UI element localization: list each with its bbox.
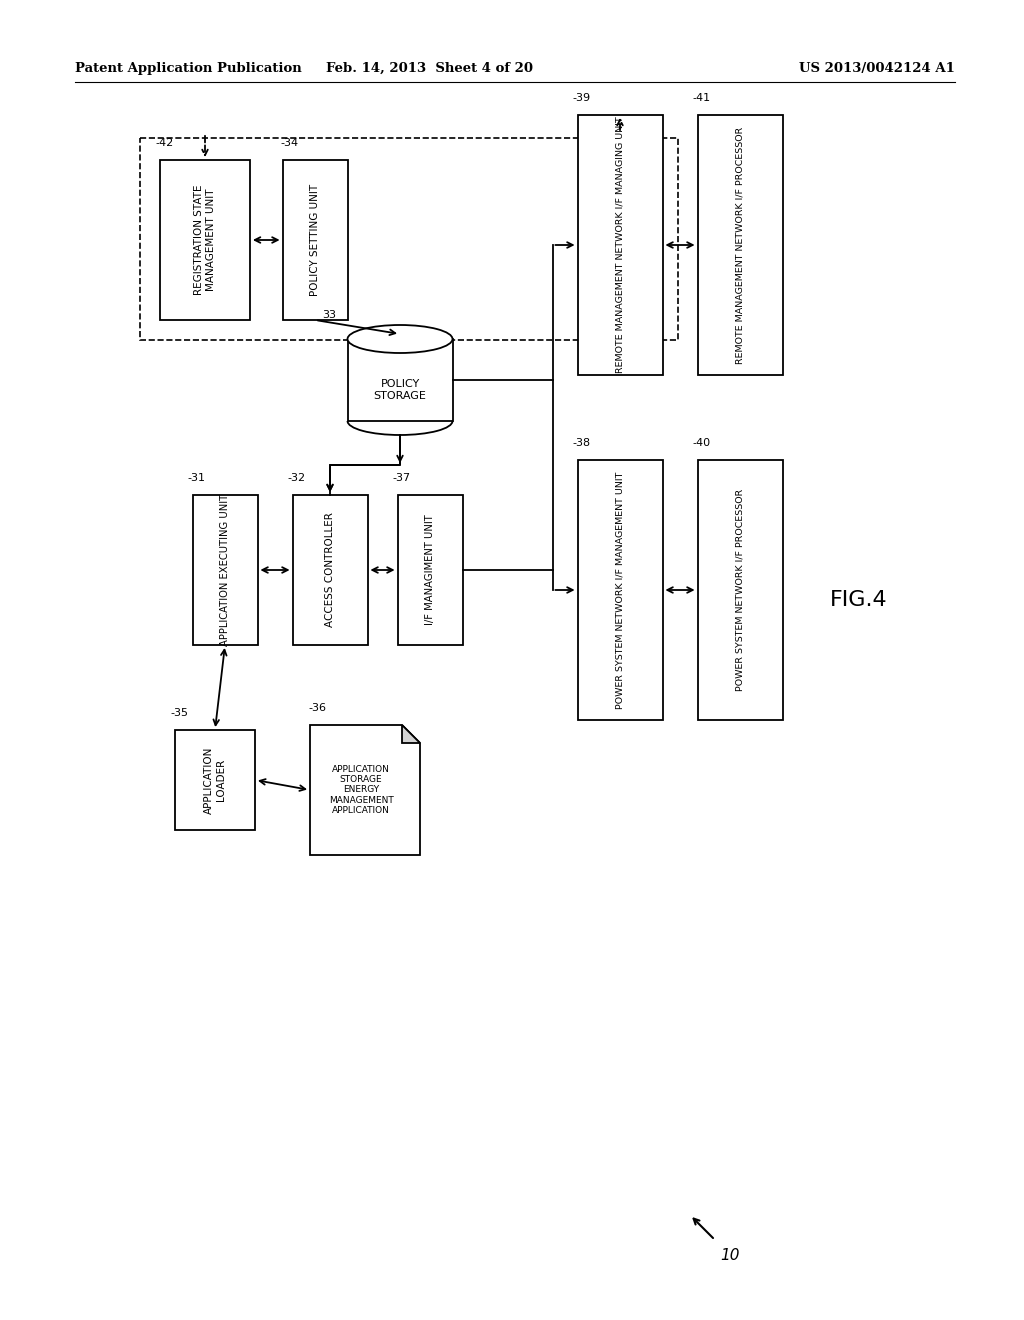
Text: US 2013/0042124 A1: US 2013/0042124 A1 bbox=[799, 62, 955, 75]
Polygon shape bbox=[402, 725, 420, 743]
Text: REMOTE MANAGEMENT NETWORK I/F PROCESSOR: REMOTE MANAGEMENT NETWORK I/F PROCESSOR bbox=[735, 127, 744, 363]
Text: -35: -35 bbox=[170, 708, 188, 718]
Text: POWER SYSTEM NETWORK I/F MANAGEMENT UNIT: POWER SYSTEM NETWORK I/F MANAGEMENT UNIT bbox=[615, 471, 625, 709]
Bar bbox=[697, 115, 782, 375]
Text: APPLICATION
STORAGE
ENERGY
MANAGEMENT
APPLICATION: APPLICATION STORAGE ENERGY MANAGEMENT AP… bbox=[329, 764, 393, 816]
Text: POLICY SETTING UNIT: POLICY SETTING UNIT bbox=[310, 183, 319, 296]
Text: -42: -42 bbox=[155, 139, 173, 148]
Text: -36: -36 bbox=[308, 704, 326, 713]
Text: POLICY
STORAGE: POLICY STORAGE bbox=[374, 379, 426, 401]
Text: REMOTE MANAGEMENT NETWORK I/F MANAGING UNIT: REMOTE MANAGEMENT NETWORK I/F MANAGING U… bbox=[615, 116, 625, 374]
Bar bbox=[397, 495, 463, 645]
Bar bbox=[293, 495, 368, 645]
Bar bbox=[578, 115, 663, 375]
Bar bbox=[283, 160, 347, 319]
Polygon shape bbox=[310, 725, 420, 855]
Bar bbox=[697, 459, 782, 719]
Bar bbox=[193, 495, 257, 645]
Text: -39: -39 bbox=[572, 92, 591, 103]
Text: Feb. 14, 2013  Sheet 4 of 20: Feb. 14, 2013 Sheet 4 of 20 bbox=[327, 62, 534, 75]
Text: -32: -32 bbox=[288, 473, 305, 483]
Bar bbox=[140, 139, 678, 341]
Text: 10: 10 bbox=[720, 1247, 739, 1263]
Text: -37: -37 bbox=[392, 473, 411, 483]
Text: -41: -41 bbox=[692, 92, 711, 103]
Text: -31: -31 bbox=[187, 473, 206, 483]
Text: POWER SYSTEM NETWORK I/F PROCESSOR: POWER SYSTEM NETWORK I/F PROCESSOR bbox=[735, 488, 744, 692]
Text: APPLICATION
LOADER: APPLICATION LOADER bbox=[204, 746, 226, 813]
Text: -38: -38 bbox=[572, 438, 591, 447]
Text: -40: -40 bbox=[692, 438, 711, 447]
Text: I/F MANAGIMENT UNIT: I/F MANAGIMENT UNIT bbox=[425, 515, 435, 626]
Text: REGISTRATION STATE
MANAGEMENT UNIT: REGISTRATION STATE MANAGEMENT UNIT bbox=[195, 185, 216, 296]
Text: FIG.4: FIG.4 bbox=[830, 590, 888, 610]
Bar bbox=[175, 730, 255, 830]
Text: -34: -34 bbox=[281, 139, 299, 148]
Text: 33: 33 bbox=[323, 310, 337, 319]
Text: ACCESS CONTROLLER: ACCESS CONTROLLER bbox=[325, 512, 335, 627]
Bar bbox=[160, 160, 250, 319]
Text: APPLICATION EXECUTING UNIT: APPLICATION EXECUTING UNIT bbox=[220, 494, 230, 645]
Bar bbox=[578, 459, 663, 719]
Bar bbox=[347, 339, 453, 421]
Text: Patent Application Publication: Patent Application Publication bbox=[75, 62, 302, 75]
Ellipse shape bbox=[347, 325, 453, 352]
